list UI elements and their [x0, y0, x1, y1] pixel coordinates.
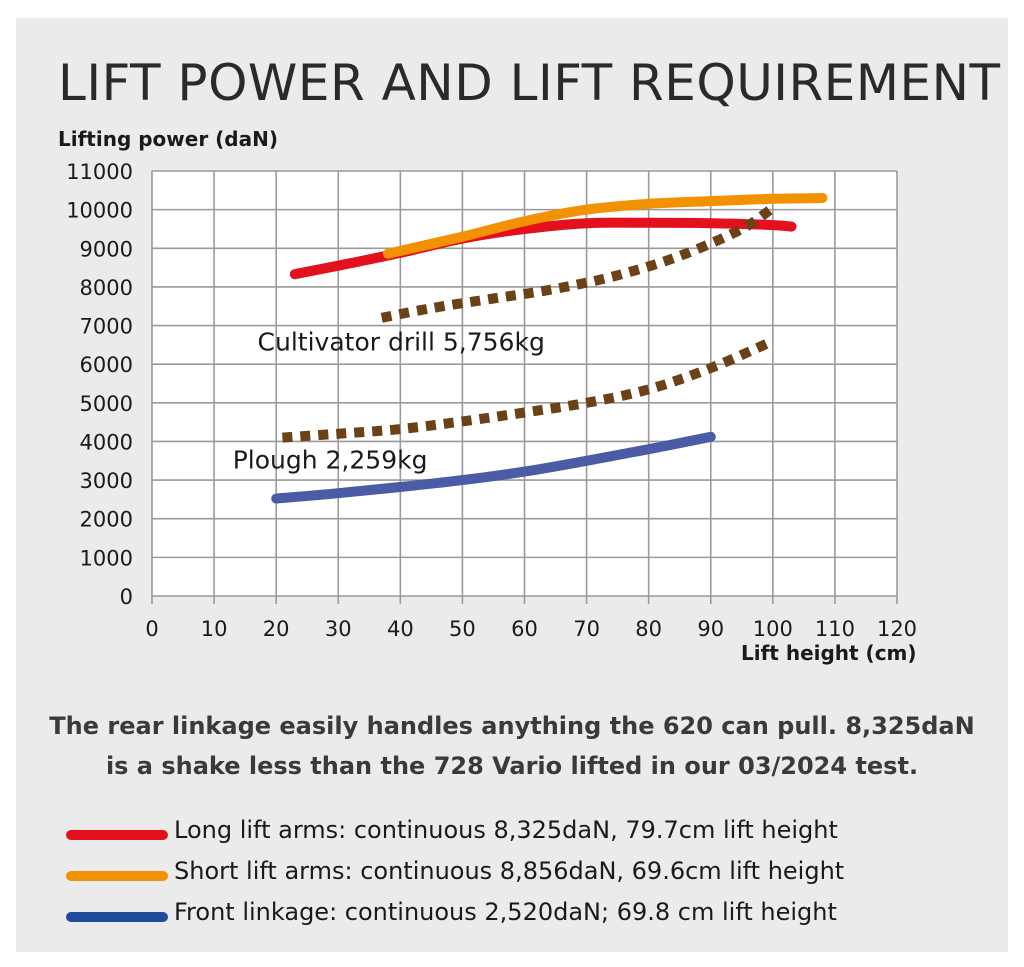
y-tick-label: 7000 [80, 315, 133, 339]
series-line-3 [282, 336, 775, 443]
y-tick-label: 6000 [80, 353, 133, 377]
y-tick-labels: 0 1000 2000 3000 4000 5000 6000 7000 8000 9000 100… [66, 160, 133, 609]
series-line-1 [382, 193, 828, 259]
annotation-label: Plough 2,259kg [233, 446, 428, 475]
chart-caption: The rear linkage easily handles anything… [49, 712, 975, 780]
x-tick-label: 120 [877, 617, 917, 641]
x-tick-label: 20 [263, 617, 290, 641]
y-tick-label: 1000 [80, 546, 133, 570]
grid [151, 170, 898, 604]
y-tick-label: 3000 [80, 469, 133, 493]
x-tick-label: 90 [697, 617, 724, 641]
x-tick-label: 70 [573, 617, 600, 641]
legend-label: Long lift arms: continuous 8,325daN, 79.… [174, 816, 838, 844]
y-tick-label: 11000 [66, 160, 133, 184]
x-tick-label: 110 [815, 617, 855, 641]
x-tick-label: 100 [753, 617, 793, 641]
lift-chart: 0100020003000400050006000700080009000100… [66, 160, 917, 641]
y-tick-label: 0 [120, 585, 133, 609]
series-line-2 [380, 203, 776, 323]
y-tick-label: 2000 [80, 508, 133, 532]
legend-label: Short lift arms: continuous 8,856daN, 69… [174, 857, 845, 885]
x-tick-label: 80 [635, 617, 662, 641]
y-tick-label: 9000 [80, 237, 133, 261]
y-tick-label: 8000 [80, 276, 133, 300]
x-tick-label: 40 [387, 617, 414, 641]
legend-swatch [66, 912, 168, 922]
x-tick-label: 0 [145, 617, 158, 641]
y-tick-label: 4000 [80, 430, 133, 454]
legend-swatch [66, 830, 168, 840]
chart-title: LIFT POWER AND LIFT REQUIREMENT [58, 54, 1001, 112]
x-tick-label: 30 [325, 617, 352, 641]
series-line-4 [271, 431, 716, 504]
x-tick-label: 10 [201, 617, 228, 641]
x-tick-label: 60 [511, 617, 538, 641]
x-tick-labels: 0 10 20 30 40 50 60 70 80 90 100 110 120 [145, 617, 917, 641]
y-axis-label: Lifting power (daN) [58, 127, 278, 151]
legend-swatch [66, 871, 168, 881]
annotation-label: Cultivator drill 5,756kg [258, 328, 545, 357]
x-axis-label: Lift height (cm) [741, 641, 917, 665]
series-line-0 [289, 217, 797, 280]
y-tick-label: 10000 [66, 199, 133, 223]
x-tick-label: 50 [449, 617, 476, 641]
legend-label: Front linkage: continuous 2,520daN; 69.8… [174, 898, 837, 926]
series-lines [271, 193, 828, 504]
y-tick-label: 5000 [80, 392, 133, 416]
annotations: Cultivator drill 5,756kg Plough 2,259kg [233, 328, 545, 475]
